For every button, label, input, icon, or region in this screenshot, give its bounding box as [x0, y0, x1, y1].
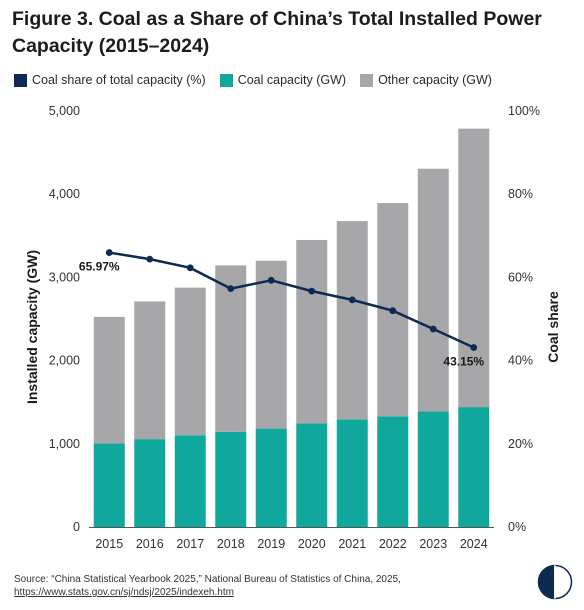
- x-tick-label: 2015: [95, 537, 123, 551]
- bar-coal-capacity: [93, 443, 125, 527]
- bar-other-capacity: [296, 239, 328, 424]
- y-tick-label: 2,000: [49, 354, 80, 368]
- bar-other-capacity: [134, 301, 166, 440]
- bar-coal-capacity: [174, 435, 206, 527]
- bar-other-capacity: [255, 260, 287, 429]
- x-tick-label: 2024: [460, 537, 488, 551]
- point-coal-share: [470, 344, 478, 351]
- y2-tick-label: 0%: [508, 520, 526, 534]
- y-tick-label: 1,000: [49, 437, 80, 451]
- half-circle-logo-icon: [537, 564, 573, 600]
- bar-other-capacity: [215, 265, 247, 432]
- bar-coal-capacity: [336, 419, 368, 527]
- bar-coal-capacity: [417, 411, 449, 527]
- bar-coal-capacity: [458, 407, 490, 527]
- y-tick-label: 3,000: [49, 270, 80, 284]
- line-coal-share: [109, 251, 475, 349]
- x-tick-label: 2021: [338, 537, 366, 551]
- bar-other-capacity: [174, 287, 206, 436]
- point-coal-share: [186, 264, 194, 272]
- legend-swatch-coal-capacity: [219, 73, 233, 87]
- bar-coal-capacity: [215, 431, 247, 527]
- source-link[interactable]: https://www.stats.gov.cn/sj/ndsj/2025/in…: [14, 587, 234, 598]
- x-tick-label: 2019: [257, 537, 285, 551]
- x-tick-label: 2017: [176, 537, 204, 551]
- bar-other-capacity: [93, 316, 125, 444]
- data-label-coal-share: 65.97%: [79, 260, 120, 274]
- point-coal-share: [227, 285, 235, 293]
- legend: Coal share of total capacity (%) Coal ca…: [14, 70, 506, 90]
- point-coal-share: [146, 255, 154, 263]
- x-tick-label: 2016: [136, 537, 164, 551]
- legend-swatch-other-capacity: [360, 73, 374, 87]
- bar-coal-capacity: [377, 416, 409, 527]
- point-coal-share: [429, 325, 437, 333]
- y-axis-title: Installed capacity (GW): [24, 250, 40, 404]
- legend-item-coal-share: Coal share of total capacity (%): [14, 73, 206, 87]
- bar-other-capacity: [417, 168, 449, 412]
- legend-item-coal-capacity: Coal capacity (GW): [219, 73, 347, 87]
- point-coal-share: [389, 307, 397, 315]
- y2-tick-label: 80%: [508, 187, 533, 201]
- x-tick-label: 2018: [217, 537, 245, 551]
- y2-tick-label: 20%: [508, 437, 533, 451]
- source-text: Source: “China Statistical Yearbook 2025…: [14, 574, 401, 585]
- point-coal-share: [267, 276, 275, 284]
- bar-coal-capacity: [134, 439, 166, 527]
- data-label-coal-share: 43.15%: [443, 354, 484, 368]
- legend-label-other-capacity: Other capacity (GW): [378, 73, 492, 87]
- bar-coal-capacity: [296, 423, 328, 527]
- legend-label-coal-share: Coal share of total capacity (%): [32, 73, 206, 87]
- legend-label-coal-capacity: Coal capacity (GW): [237, 73, 347, 87]
- y2-tick-label: 100%: [508, 104, 540, 118]
- legend-item-other-capacity: Other capacity (GW): [360, 73, 492, 87]
- y-tick-label: 4,000: [49, 187, 80, 201]
- point-coal-share: [308, 287, 316, 295]
- chart-title: Figure 3. Coal as a Share of China’s Tot…: [12, 8, 542, 57]
- y-tick-label: 0: [73, 520, 80, 534]
- y2-tick-label: 60%: [508, 270, 533, 284]
- stacked-bar-line-chart: 0 1,000 2,000 3,000 4,000 5,000 0% 20% 40% 60% 80%…: [24, 104, 561, 551]
- x-tick-label: 2020: [298, 537, 326, 551]
- x-tick-label: 2023: [419, 537, 447, 551]
- y-tick-label: 5,000: [49, 104, 80, 118]
- y2-tick-label: 40%: [508, 354, 533, 368]
- x-tick-label: 2022: [379, 537, 407, 551]
- bar-other-capacity: [458, 128, 490, 408]
- y2-axis-title: Coal share: [545, 291, 561, 363]
- legend-swatch-coal-share: [14, 73, 27, 87]
- bar-coal-capacity: [255, 428, 287, 527]
- point-coal-share: [348, 296, 356, 304]
- point-coal-share: [105, 249, 113, 256]
- source-note: Source: “China Statistical Yearbook 2025…: [14, 573, 401, 599]
- bar-other-capacity: [336, 221, 368, 420]
